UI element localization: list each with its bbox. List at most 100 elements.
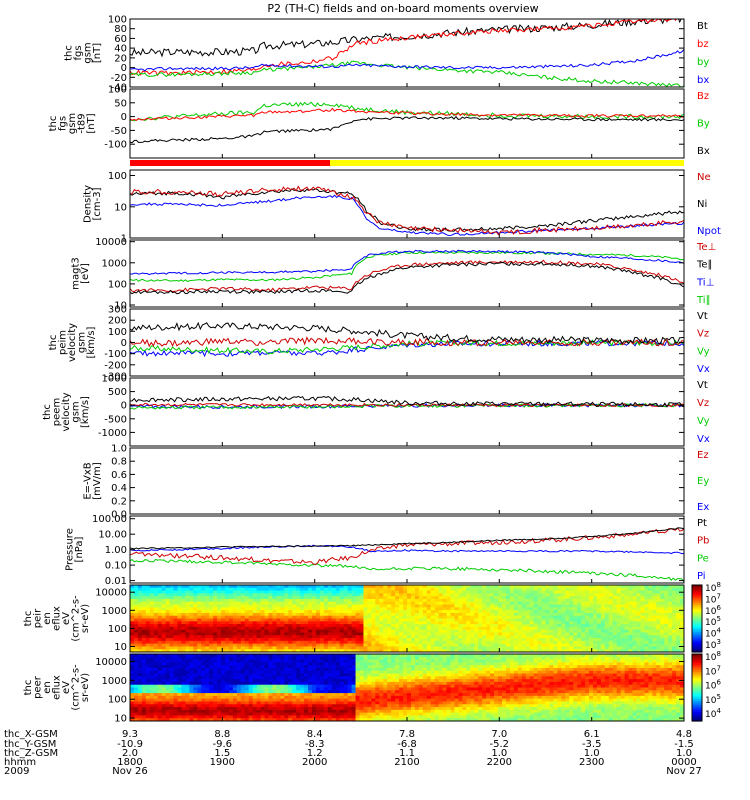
heatmap-cell — [426, 624, 432, 628]
heatmap-cell — [379, 601, 384, 606]
heatmap-cell — [157, 612, 163, 617]
heatmap-cell — [676, 615, 681, 620]
heatmap-cell — [494, 610, 499, 614]
heatmap-cell — [240, 598, 246, 603]
heatmap-cell — [177, 695, 183, 700]
heatmap-cell — [157, 635, 163, 639]
heatmap-cell — [189, 676, 194, 680]
heatmap-cell — [410, 640, 416, 645]
heatmap-cell — [145, 654, 151, 658]
heatmap-cell — [315, 604, 321, 608]
heatmap-cell — [205, 638, 210, 642]
heatmap-cell — [604, 587, 610, 592]
heatmap-cell — [165, 598, 171, 603]
heatmap-cell — [161, 656, 167, 661]
heatmap-cell — [355, 604, 361, 608]
heatmap-cell — [470, 632, 475, 636]
heatmap-cell — [169, 707, 175, 711]
heatmap-cell — [165, 612, 171, 617]
heatmap-cell — [498, 638, 503, 642]
heatmap-cell — [189, 649, 194, 652]
heatmap-cell — [569, 596, 574, 600]
y-tick-label: 0 — [121, 63, 127, 74]
heatmap-cell — [359, 615, 365, 620]
heatmap-cell — [577, 624, 582, 628]
heatmap-cell — [533, 612, 539, 617]
heatmap-cell — [549, 649, 555, 652]
heatmap-cell — [292, 590, 297, 594]
heatmap-cell — [149, 676, 155, 680]
heatmap-cell — [268, 679, 274, 683]
heatmap-cell — [181, 590, 186, 594]
heatmap-cell — [327, 709, 333, 714]
heatmap-cell — [549, 615, 555, 620]
heatmap-cell — [264, 676, 270, 680]
heatmap-cell — [454, 629, 460, 634]
heatmap-cell — [565, 649, 570, 652]
heatmap-cell — [248, 684, 254, 689]
heatmap-cell — [426, 626, 432, 631]
heatmap-cell — [331, 712, 337, 717]
heatmap-cell — [296, 659, 301, 663]
heatmap-cell — [205, 643, 210, 648]
heatmap-cell — [213, 640, 218, 645]
heatmap-cell — [478, 596, 483, 600]
heatmap-cell — [371, 640, 376, 645]
heatmap-cell — [347, 593, 353, 597]
heatmap-cell — [173, 709, 179, 714]
heatmap-cell — [201, 626, 206, 631]
heatmap-cell — [596, 615, 602, 620]
heatmap-cell — [169, 693, 175, 697]
heatmap-cell — [157, 621, 163, 625]
heatmap-cell — [660, 621, 665, 625]
heatmap-cell — [161, 621, 167, 625]
heatmap-cell — [490, 604, 495, 608]
heatmap-cell — [221, 659, 226, 663]
heatmap-cell — [327, 654, 333, 658]
heatmap-cell — [509, 612, 515, 617]
heatmap-cell — [407, 632, 412, 636]
heatmap-cell — [664, 643, 669, 648]
heatmap-cell — [482, 638, 487, 642]
heatmap-cell — [640, 626, 646, 631]
heatmap-cell — [494, 590, 499, 594]
heatmap-cell — [232, 695, 238, 700]
heatmap-cell — [130, 687, 135, 691]
heatmap-cell — [620, 601, 626, 606]
heatmap-cell — [213, 687, 218, 691]
heatmap-cell — [268, 690, 274, 694]
heatmap-cell — [323, 621, 329, 625]
heatmap-cell — [553, 629, 558, 634]
heatmap-cell — [130, 718, 135, 721]
heatmap-cell — [680, 646, 684, 650]
heatmap-cell — [308, 593, 313, 597]
heatmap-cell — [315, 701, 321, 705]
heatmap-cell — [501, 638, 507, 642]
heatmap-cell — [624, 638, 630, 642]
heatmap-cell — [165, 618, 171, 622]
heatmap-cell — [224, 665, 230, 669]
heatmap-cell — [387, 629, 392, 634]
heatmap-cell — [628, 607, 634, 611]
heatmap-cell — [327, 718, 333, 721]
heatmap-cell — [410, 615, 416, 620]
heatmap-cell — [296, 712, 301, 717]
heatmap-cell — [169, 662, 175, 666]
heatmap-cell — [157, 640, 163, 645]
heatmap-cell — [240, 618, 246, 622]
heatmap-cell — [268, 646, 274, 650]
heatmap-cell — [656, 610, 661, 614]
heatmap-cell — [232, 684, 238, 689]
heatmap-cell — [331, 632, 337, 636]
heatmap-cell — [458, 649, 463, 652]
heatmap-cell — [632, 615, 638, 620]
heatmap-cell — [581, 640, 586, 645]
heatmap-cell — [399, 621, 404, 625]
plot-area-density — [130, 185, 684, 237]
heatmap-cell — [288, 662, 293, 666]
heatmap-cell — [383, 607, 388, 611]
heatmap-cell — [221, 707, 226, 711]
heatmap-cell — [296, 718, 301, 721]
heatmap-cell — [224, 601, 230, 606]
heatmap-cell — [133, 643, 139, 648]
